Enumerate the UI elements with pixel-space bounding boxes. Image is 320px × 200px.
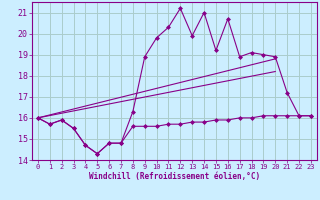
X-axis label: Windchill (Refroidissement éolien,°C): Windchill (Refroidissement éolien,°C) [89,172,260,181]
